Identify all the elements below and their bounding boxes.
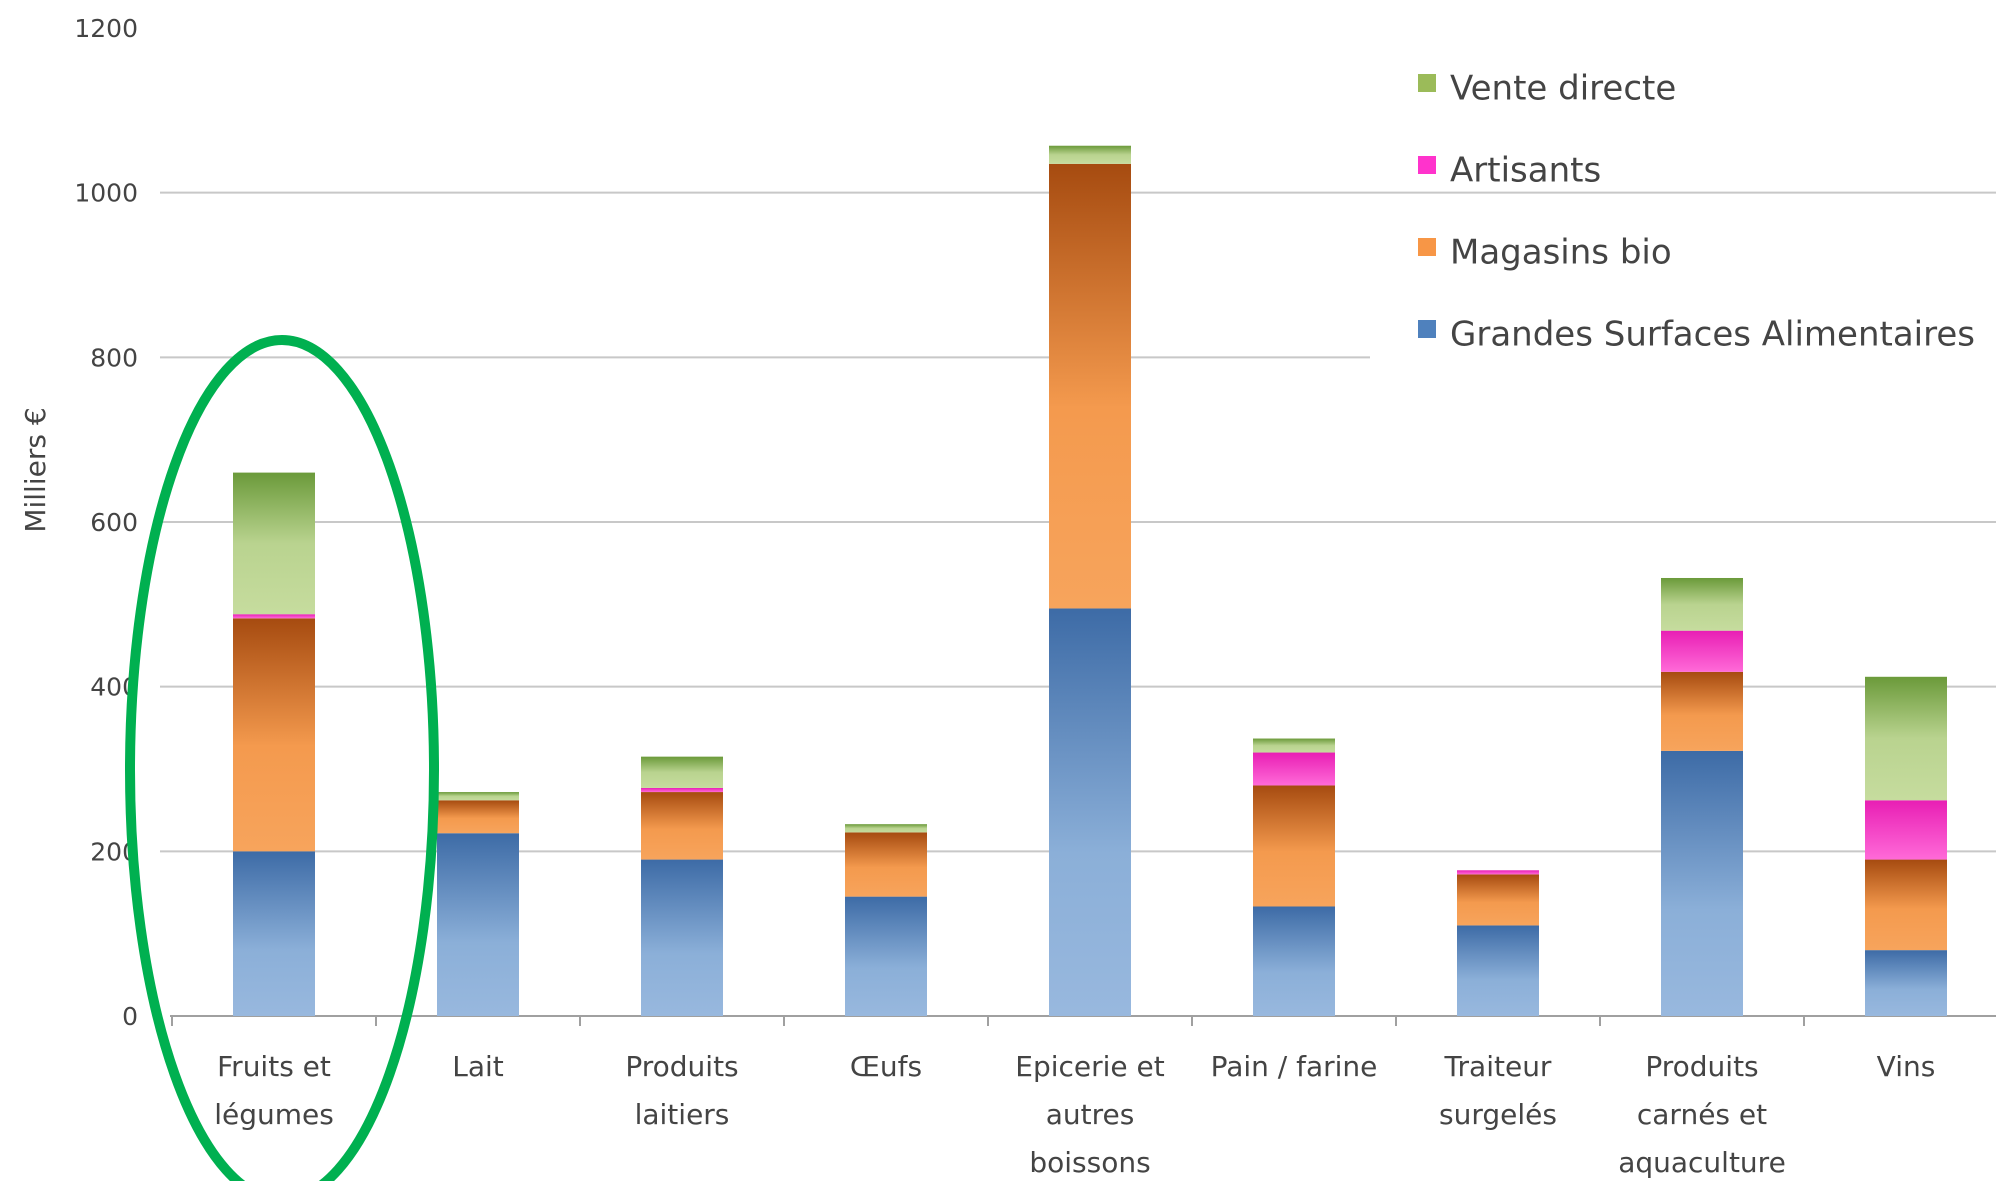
category-label: carnés et <box>1637 1098 1767 1131</box>
category-label: autres <box>1046 1098 1135 1131</box>
legend-label: Vente directe <box>1450 69 1676 109</box>
highlight-ellipse <box>125 335 439 1181</box>
y-tick-label: 800 <box>90 343 138 372</box>
bar-segment <box>1049 608 1131 1016</box>
bar-segment <box>1661 630 1743 672</box>
category-label: Traiteur <box>1444 1050 1552 1083</box>
y-tick-label: 600 <box>90 508 138 537</box>
bar-segment <box>1865 676 1947 801</box>
bar-segment <box>1457 925 1539 1016</box>
y-tick-label: 1000 <box>74 179 138 208</box>
bar-segment <box>1661 671 1743 751</box>
bar-segment <box>641 756 723 788</box>
category-label: Lait <box>452 1050 504 1083</box>
bar-segment <box>641 787 723 793</box>
bar-segment <box>1253 785 1335 907</box>
category-label: Pain / farine <box>1211 1050 1378 1083</box>
category-label: laitiers <box>635 1098 730 1131</box>
bar-segment <box>1865 800 1947 860</box>
bar-segment <box>845 832 927 897</box>
bar-segment <box>845 824 927 833</box>
bar-segment <box>1253 752 1335 786</box>
bar-segment <box>1865 859 1947 951</box>
legend: Vente directe Artisants Magasins bio Grande… <box>1418 69 1975 355</box>
bar-segment <box>233 851 315 1016</box>
bar-segment <box>845 896 927 1016</box>
bar-segment <box>1661 750 1743 1016</box>
y-tick-label: 1200 <box>74 14 138 43</box>
legend-swatch <box>1418 156 1436 174</box>
legend-swatch <box>1418 238 1436 256</box>
bars <box>233 145 1947 1016</box>
legend-label: Magasins bio <box>1450 233 1672 273</box>
category-label: aquaculture <box>1618 1146 1786 1179</box>
category-label: boissons <box>1029 1146 1150 1179</box>
bar-segment <box>1253 906 1335 1016</box>
bar-segment <box>1661 577 1743 631</box>
category-label: Vins <box>1877 1050 1936 1083</box>
category-label: Fruits et <box>217 1050 331 1083</box>
category-label: légumes <box>214 1098 334 1131</box>
bar-segment <box>437 792 519 801</box>
bar-segment <box>1457 870 1539 875</box>
bar-segment <box>1049 145 1131 164</box>
legend-swatch <box>1418 74 1436 92</box>
y-tick-label: 0 <box>122 1002 138 1031</box>
bar-segment <box>641 792 723 860</box>
bar-segment <box>233 472 315 615</box>
bar-segment <box>1457 874 1539 926</box>
bar-segment <box>1049 163 1131 609</box>
bar-segment <box>437 833 519 1016</box>
bar-segment <box>233 618 315 852</box>
category-label: Epicerie et <box>1015 1050 1165 1083</box>
legend-label: Grandes Surfaces Alimentaires <box>1450 315 1975 355</box>
x-axis <box>170 1015 1996 1026</box>
y-axis-label: Milliers € <box>19 407 52 532</box>
bar-segment <box>233 614 315 619</box>
bar-segment <box>1865 950 1947 1016</box>
bar-segment <box>437 800 519 834</box>
category-label: Produits <box>1645 1050 1758 1083</box>
category-label: surgelés <box>1439 1098 1557 1131</box>
category-label: Produits <box>625 1050 738 1083</box>
legend-label: Artisants <box>1450 151 1601 191</box>
bar-segment <box>641 859 723 1016</box>
category-label: Œufs <box>850 1050 922 1083</box>
bar-segment <box>1253 738 1335 753</box>
category-labels: Fruits et légumes Lait Produits laitiers Œufs… <box>214 1050 1935 1179</box>
legend-swatch <box>1418 320 1436 338</box>
